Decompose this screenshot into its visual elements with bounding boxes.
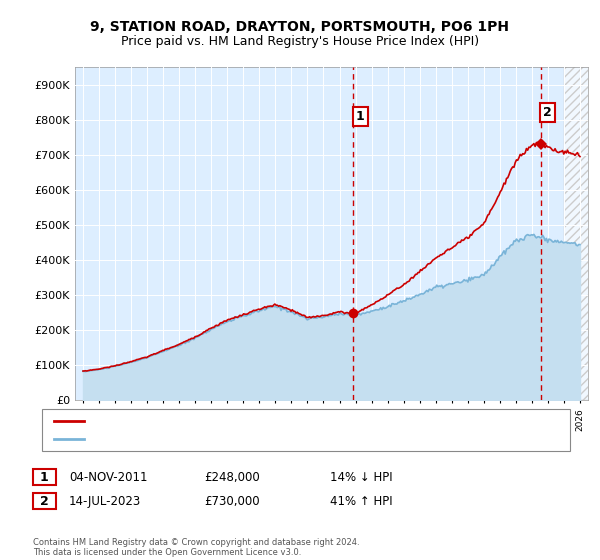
Text: 2: 2 bbox=[40, 494, 49, 508]
Text: 04-NOV-2011: 04-NOV-2011 bbox=[69, 470, 148, 484]
Text: 14-JUL-2023: 14-JUL-2023 bbox=[69, 494, 141, 508]
Text: 1: 1 bbox=[40, 470, 49, 484]
Text: 9, STATION ROAD, DRAYTON, PORTSMOUTH, PO6 1PH: 9, STATION ROAD, DRAYTON, PORTSMOUTH, PO… bbox=[91, 20, 509, 34]
Text: £248,000: £248,000 bbox=[204, 470, 260, 484]
Text: 41% ↑ HPI: 41% ↑ HPI bbox=[330, 494, 392, 508]
Text: £730,000: £730,000 bbox=[204, 494, 260, 508]
Bar bbox=[564, 67, 600, 400]
Text: 2: 2 bbox=[543, 106, 552, 119]
Text: Price paid vs. HM Land Registry's House Price Index (HPI): Price paid vs. HM Land Registry's House … bbox=[121, 35, 479, 48]
Text: 9, STATION ROAD, DRAYTON, PORTSMOUTH, PO6 1PH (detached house): 9, STATION ROAD, DRAYTON, PORTSMOUTH, PO… bbox=[90, 416, 446, 426]
Text: 14% ↓ HPI: 14% ↓ HPI bbox=[330, 470, 392, 484]
Text: 1: 1 bbox=[356, 110, 365, 123]
Text: HPI: Average price, detached house, Portsmouth: HPI: Average price, detached house, Port… bbox=[90, 434, 331, 444]
Text: Contains HM Land Registry data © Crown copyright and database right 2024.
This d: Contains HM Land Registry data © Crown c… bbox=[33, 538, 359, 557]
